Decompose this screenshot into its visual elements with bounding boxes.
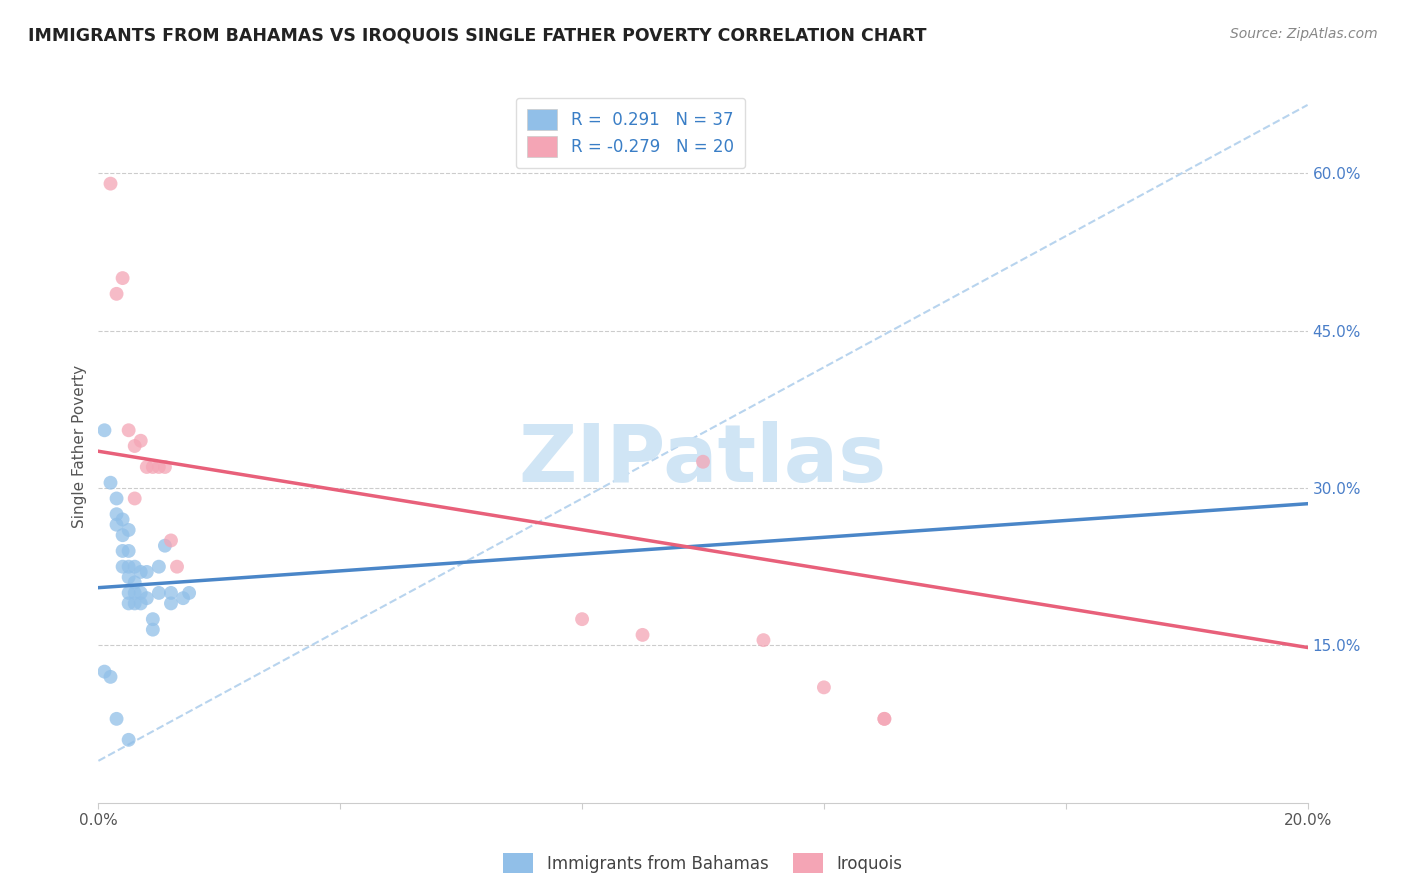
Y-axis label: Single Father Poverty: Single Father Poverty [72, 365, 87, 527]
Point [142, 612, 165, 626]
Point [118, 732, 141, 747]
Point [105, 712, 128, 726]
Point [129, 434, 152, 448]
Point [166, 559, 188, 574]
Point [148, 586, 170, 600]
Point [100, 177, 122, 191]
Point [124, 491, 146, 506]
Point [631, 628, 654, 642]
Point [153, 539, 176, 553]
Point [148, 460, 170, 475]
Point [148, 559, 170, 574]
Point [124, 439, 146, 453]
Point [111, 271, 134, 285]
Legend: Immigrants from Bahamas, Iroquois: Immigrants from Bahamas, Iroquois [496, 847, 910, 880]
Point [100, 475, 122, 490]
Point [118, 596, 141, 610]
Point [752, 633, 775, 648]
Point [692, 455, 714, 469]
Point [111, 528, 134, 542]
Point [124, 596, 146, 610]
Point [135, 460, 157, 475]
Point [124, 586, 146, 600]
Text: IMMIGRANTS FROM BAHAMAS VS IROQUOIS SINGLE FATHER POVERTY CORRELATION CHART: IMMIGRANTS FROM BAHAMAS VS IROQUOIS SING… [28, 27, 927, 45]
Point [179, 586, 201, 600]
Point [93, 423, 115, 437]
Point [118, 523, 141, 537]
Text: Source: ZipAtlas.com: Source: ZipAtlas.com [1230, 27, 1378, 41]
Point [142, 460, 165, 475]
Point [142, 623, 165, 637]
Point [105, 286, 128, 301]
Point [153, 460, 176, 475]
Point [124, 575, 146, 590]
Point [100, 670, 122, 684]
Point [105, 491, 128, 506]
Point [93, 665, 115, 679]
Point [172, 591, 194, 606]
Point [813, 681, 835, 695]
Point [111, 544, 134, 558]
Point [118, 544, 141, 558]
Point [873, 712, 896, 726]
Text: ZIPatlas: ZIPatlas [519, 421, 887, 500]
Point [160, 596, 183, 610]
Point [118, 559, 141, 574]
Point [111, 559, 134, 574]
Point [160, 533, 183, 548]
Point [129, 565, 152, 579]
Point [118, 423, 141, 437]
Point [129, 586, 152, 600]
Point [129, 596, 152, 610]
Point [571, 612, 593, 626]
Point [118, 570, 141, 584]
Point [105, 507, 128, 521]
Point [105, 517, 128, 532]
Point [160, 586, 183, 600]
Point [118, 586, 141, 600]
Point [135, 565, 157, 579]
Point [873, 712, 896, 726]
Point [124, 559, 146, 574]
Point [111, 512, 134, 526]
Point [135, 591, 157, 606]
